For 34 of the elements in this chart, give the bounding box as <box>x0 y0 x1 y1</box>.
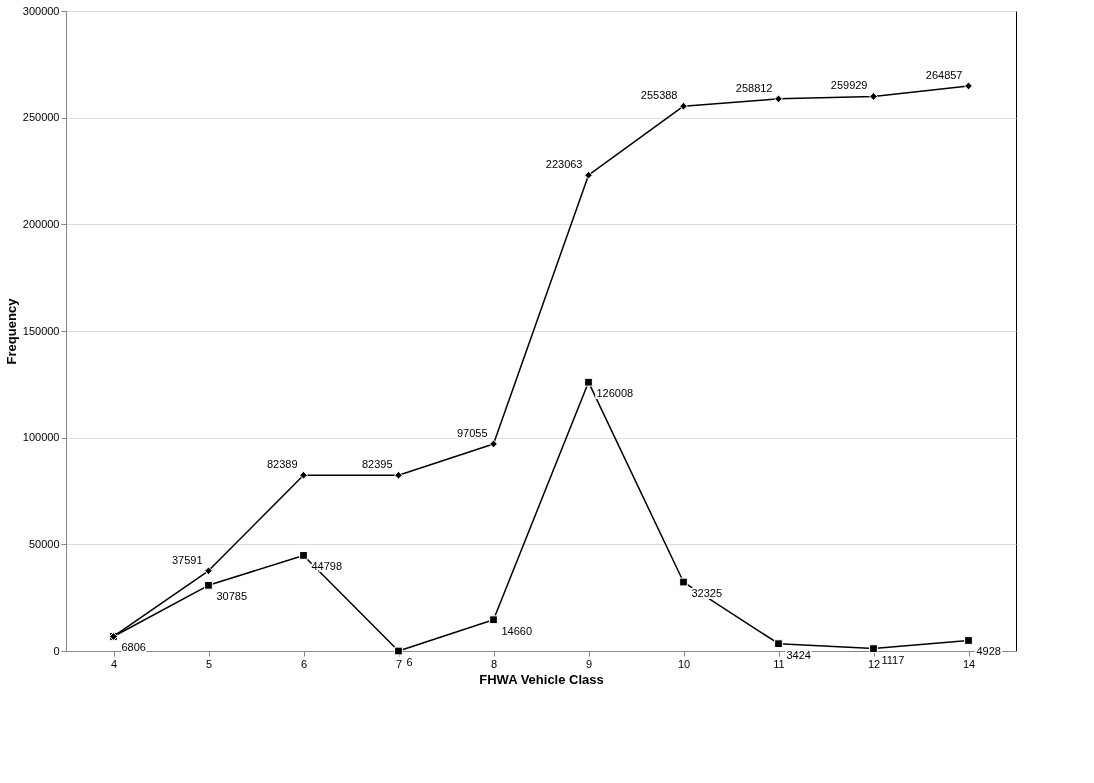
data-label: 6806 <box>121 641 146 654</box>
x-tick-label: 5 <box>205 657 213 670</box>
data-label: 264857 <box>925 68 963 81</box>
data-label: 255388 <box>640 89 678 102</box>
y-tick-label: 50000 <box>28 537 60 550</box>
y-axis-title: Frequency <box>3 297 19 365</box>
x-tick-label: 7 <box>395 657 403 670</box>
y-tick-label: 100000 <box>22 431 60 444</box>
x-tick-label: 6 <box>300 657 308 670</box>
x-axis-title: FHWA Vehicle Class <box>479 671 604 687</box>
x-tick-label: 12 <box>867 657 881 670</box>
x-tick-label: 8 <box>490 657 498 670</box>
data-label: 37591 <box>171 553 203 566</box>
data-label: 30785 <box>216 590 248 603</box>
data-label: 3424 <box>786 648 811 661</box>
x-tick-label: 11 <box>773 657 785 670</box>
data-label: 259929 <box>830 79 868 92</box>
data-label: 258812 <box>735 81 773 94</box>
data-label: 223063 <box>545 158 583 171</box>
data-label: 126008 <box>596 387 634 400</box>
y-tick-label: 200000 <box>22 217 60 230</box>
data-label: 82389 <box>266 458 298 471</box>
data-label: 97055 <box>456 426 488 439</box>
y-tick-label: 250000 <box>22 111 60 124</box>
data-label: 1117 <box>881 653 905 666</box>
x-tick-label: 9 <box>585 657 593 670</box>
data-label: 82395 <box>361 458 393 471</box>
x-tick-label: 14 <box>962 657 976 670</box>
y-tick-label: 0 <box>53 644 60 657</box>
x-tick-label: 10 <box>677 657 691 670</box>
y-tick-label: 300000 <box>22 4 60 17</box>
x-tick-label: 4 <box>110 657 118 670</box>
data-label: 14660 <box>501 624 533 637</box>
y-tick-label: 150000 <box>22 324 60 337</box>
